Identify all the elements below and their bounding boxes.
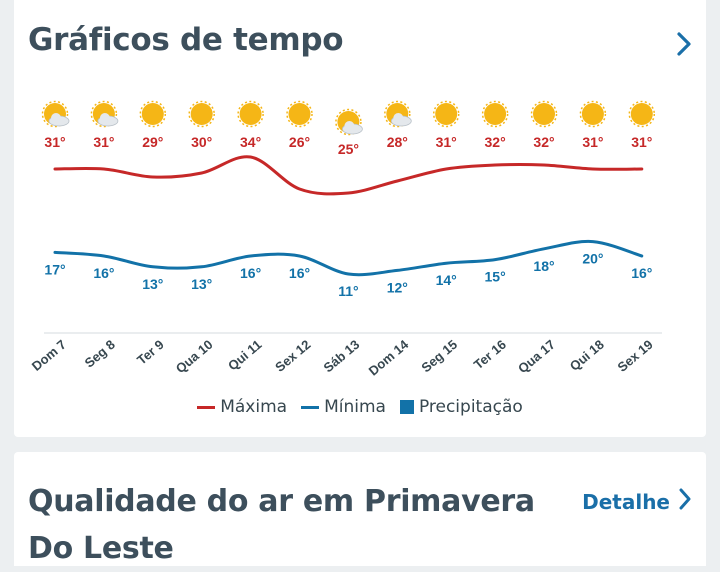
x-tick-label: Qua 10 — [173, 337, 216, 376]
data-label-min: 15° — [485, 269, 506, 285]
sun-rays — [90, 100, 118, 128]
cloud-puff — [393, 113, 404, 123]
card-title: Gráficos de tempo — [28, 22, 344, 58]
data-label-min: 12° — [387, 279, 408, 295]
legend-precip-label: Precipitação — [418, 397, 523, 417]
sun-cloud-icon — [90, 100, 119, 128]
data-label-min: 11° — [338, 283, 358, 299]
series-line-max — [53, 155, 644, 196]
data-label-max: 32° — [533, 134, 554, 150]
data-label-min: 16° — [240, 265, 261, 281]
data-label-min: 14° — [436, 272, 457, 288]
sun-rays — [628, 100, 656, 128]
x-tick-label: Seg 8 — [82, 337, 118, 371]
sun-rays — [188, 100, 215, 128]
cloud-puff — [51, 113, 61, 123]
sun-disc — [239, 103, 262, 125]
data-label-max: 32° — [485, 134, 506, 150]
data-label-max: 30° — [191, 134, 212, 150]
chevron-right-icon[interactable] — [674, 30, 694, 58]
chart-legend: Máxima Mínima Precipitação — [14, 397, 706, 417]
x-tick-label: Qui 11 — [225, 337, 265, 374]
sun-rays — [481, 100, 509, 128]
sun-icon — [579, 100, 607, 128]
x-tick-label: Sex 12 — [272, 337, 313, 375]
legend-precip-swatch — [399, 400, 414, 414]
data-label-min: 16° — [631, 265, 652, 281]
data-label-max: 31° — [436, 134, 457, 150]
detail-link-label: Detalhe — [582, 489, 670, 514]
x-tick-label: Dom 7 — [29, 337, 69, 374]
legend-item-min: Mínima — [301, 397, 386, 417]
data-label-max: 26° — [289, 134, 310, 150]
sun-rays — [335, 108, 362, 136]
data-label-max: 28° — [387, 134, 408, 150]
chevron-right-icon — [678, 487, 692, 516]
legend-min-swatch — [301, 405, 320, 409]
legend-item-precip: Precipitação — [399, 397, 523, 417]
sun-cloud-icon — [384, 100, 412, 128]
data-label-min: 17° — [44, 261, 65, 277]
sun-icon — [237, 100, 264, 128]
cloud-puff — [344, 121, 355, 131]
sun-icon — [481, 100, 509, 128]
cloud-puff — [99, 113, 110, 123]
x-tick-label: Qua 17 — [515, 337, 558, 376]
sun-rays — [530, 100, 558, 128]
data-label-min: 18° — [533, 258, 554, 274]
data-label-min: 13° — [142, 276, 163, 292]
sun-icon — [139, 100, 167, 128]
sun-cloud-icon — [335, 108, 363, 136]
sun-icon — [432, 100, 460, 128]
data-label-min: 16° — [289, 265, 310, 281]
data-label-max: 31° — [93, 134, 114, 150]
sun-disc — [435, 103, 458, 125]
legend-max-swatch — [197, 405, 216, 409]
sun-rays — [139, 100, 167, 128]
data-label-max: 31° — [631, 134, 652, 150]
sun-disc — [484, 103, 507, 125]
legend-max-label: Máxima — [220, 397, 288, 417]
x-tick-label: Sex 19 — [615, 337, 656, 375]
sun-disc — [190, 103, 213, 125]
series-line-min — [53, 239, 644, 277]
sun-rays — [432, 100, 460, 128]
sun-disc — [533, 103, 555, 125]
x-tick-label: Qui 18 — [567, 337, 607, 374]
data-label-max: 34° — [240, 134, 261, 150]
sun-disc — [630, 103, 653, 125]
data-label-max: 31° — [44, 134, 65, 150]
x-tick-label: Sáb 13 — [321, 337, 363, 375]
weather-charts-card: Gráficos de tempo 31° 31° 29° 30° 34° 26° 25° 2… — [14, 0, 706, 437]
weather-chart: 31° 31° 29° 30° 34° 26° 25° 28° 31° 32° 32° 31° 31° 1… — [29, 100, 662, 378]
sun-rays — [41, 100, 69, 128]
x-tick-label: Seg 15 — [418, 337, 460, 375]
sun-disc — [288, 103, 311, 125]
legend-min-label: Mínima — [324, 397, 386, 417]
data-label-max: 25° — [338, 141, 359, 157]
sun-rays — [286, 100, 313, 128]
x-tick-label: Dom 14 — [366, 336, 412, 378]
air-quality-card: Qualidade do ar em Primavera Do Leste De… — [14, 452, 706, 566]
card-title: Qualidade do ar em Primavera Do Leste — [28, 484, 535, 566]
sun-icon — [188, 100, 215, 128]
data-label-max: 31° — [582, 134, 603, 150]
sun-disc — [141, 103, 164, 125]
data-label-min: 16° — [93, 265, 114, 281]
data-label-min: 20° — [582, 251, 603, 267]
data-label-min: 13° — [191, 276, 212, 292]
sun-cloud-icon — [41, 100, 70, 128]
sun-icon — [530, 100, 558, 128]
x-tick-label: Ter 16 — [471, 337, 509, 372]
legend-item-max: Máxima — [197, 397, 287, 417]
x-tick-label: Ter 9 — [134, 337, 167, 368]
sun-disc — [581, 103, 604, 125]
data-label-max: 29° — [142, 134, 163, 150]
sun-rays — [579, 100, 607, 128]
sun-icon — [628, 100, 656, 128]
sun-rays — [384, 100, 411, 128]
sun-rays — [237, 100, 264, 128]
detail-link[interactable]: Detalhe — [582, 487, 692, 516]
sun-icon — [286, 100, 313, 128]
